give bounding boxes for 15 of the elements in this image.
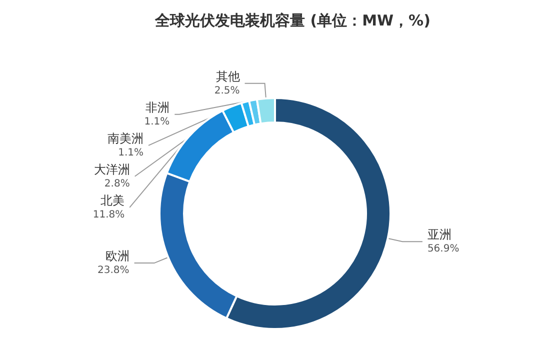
data-label: 11.8% — [92, 209, 125, 220]
data-label: 1.1% — [144, 116, 170, 128]
data-label: 23.8% — [97, 265, 130, 276]
slice-label: 其他 — [216, 69, 240, 84]
data-label: 1.1% — [118, 147, 144, 158]
slice-label: 北美 — [100, 193, 125, 208]
data-label: 56.9% — [427, 244, 460, 255]
slice-label: 大洋洲 — [94, 162, 130, 176]
slice-label: 亚洲 — [427, 228, 452, 242]
slice-label: 南美洲 — [108, 131, 144, 146]
chart-title: 全球光伏发电装机容量 (单位：MW，%) — [154, 12, 430, 30]
slice-label: 非洲 — [146, 100, 170, 114]
data-label: 2.5% — [214, 85, 240, 96]
data-label: 2.8% — [104, 178, 130, 190]
slice-label: 欧洲 — [105, 249, 130, 264]
